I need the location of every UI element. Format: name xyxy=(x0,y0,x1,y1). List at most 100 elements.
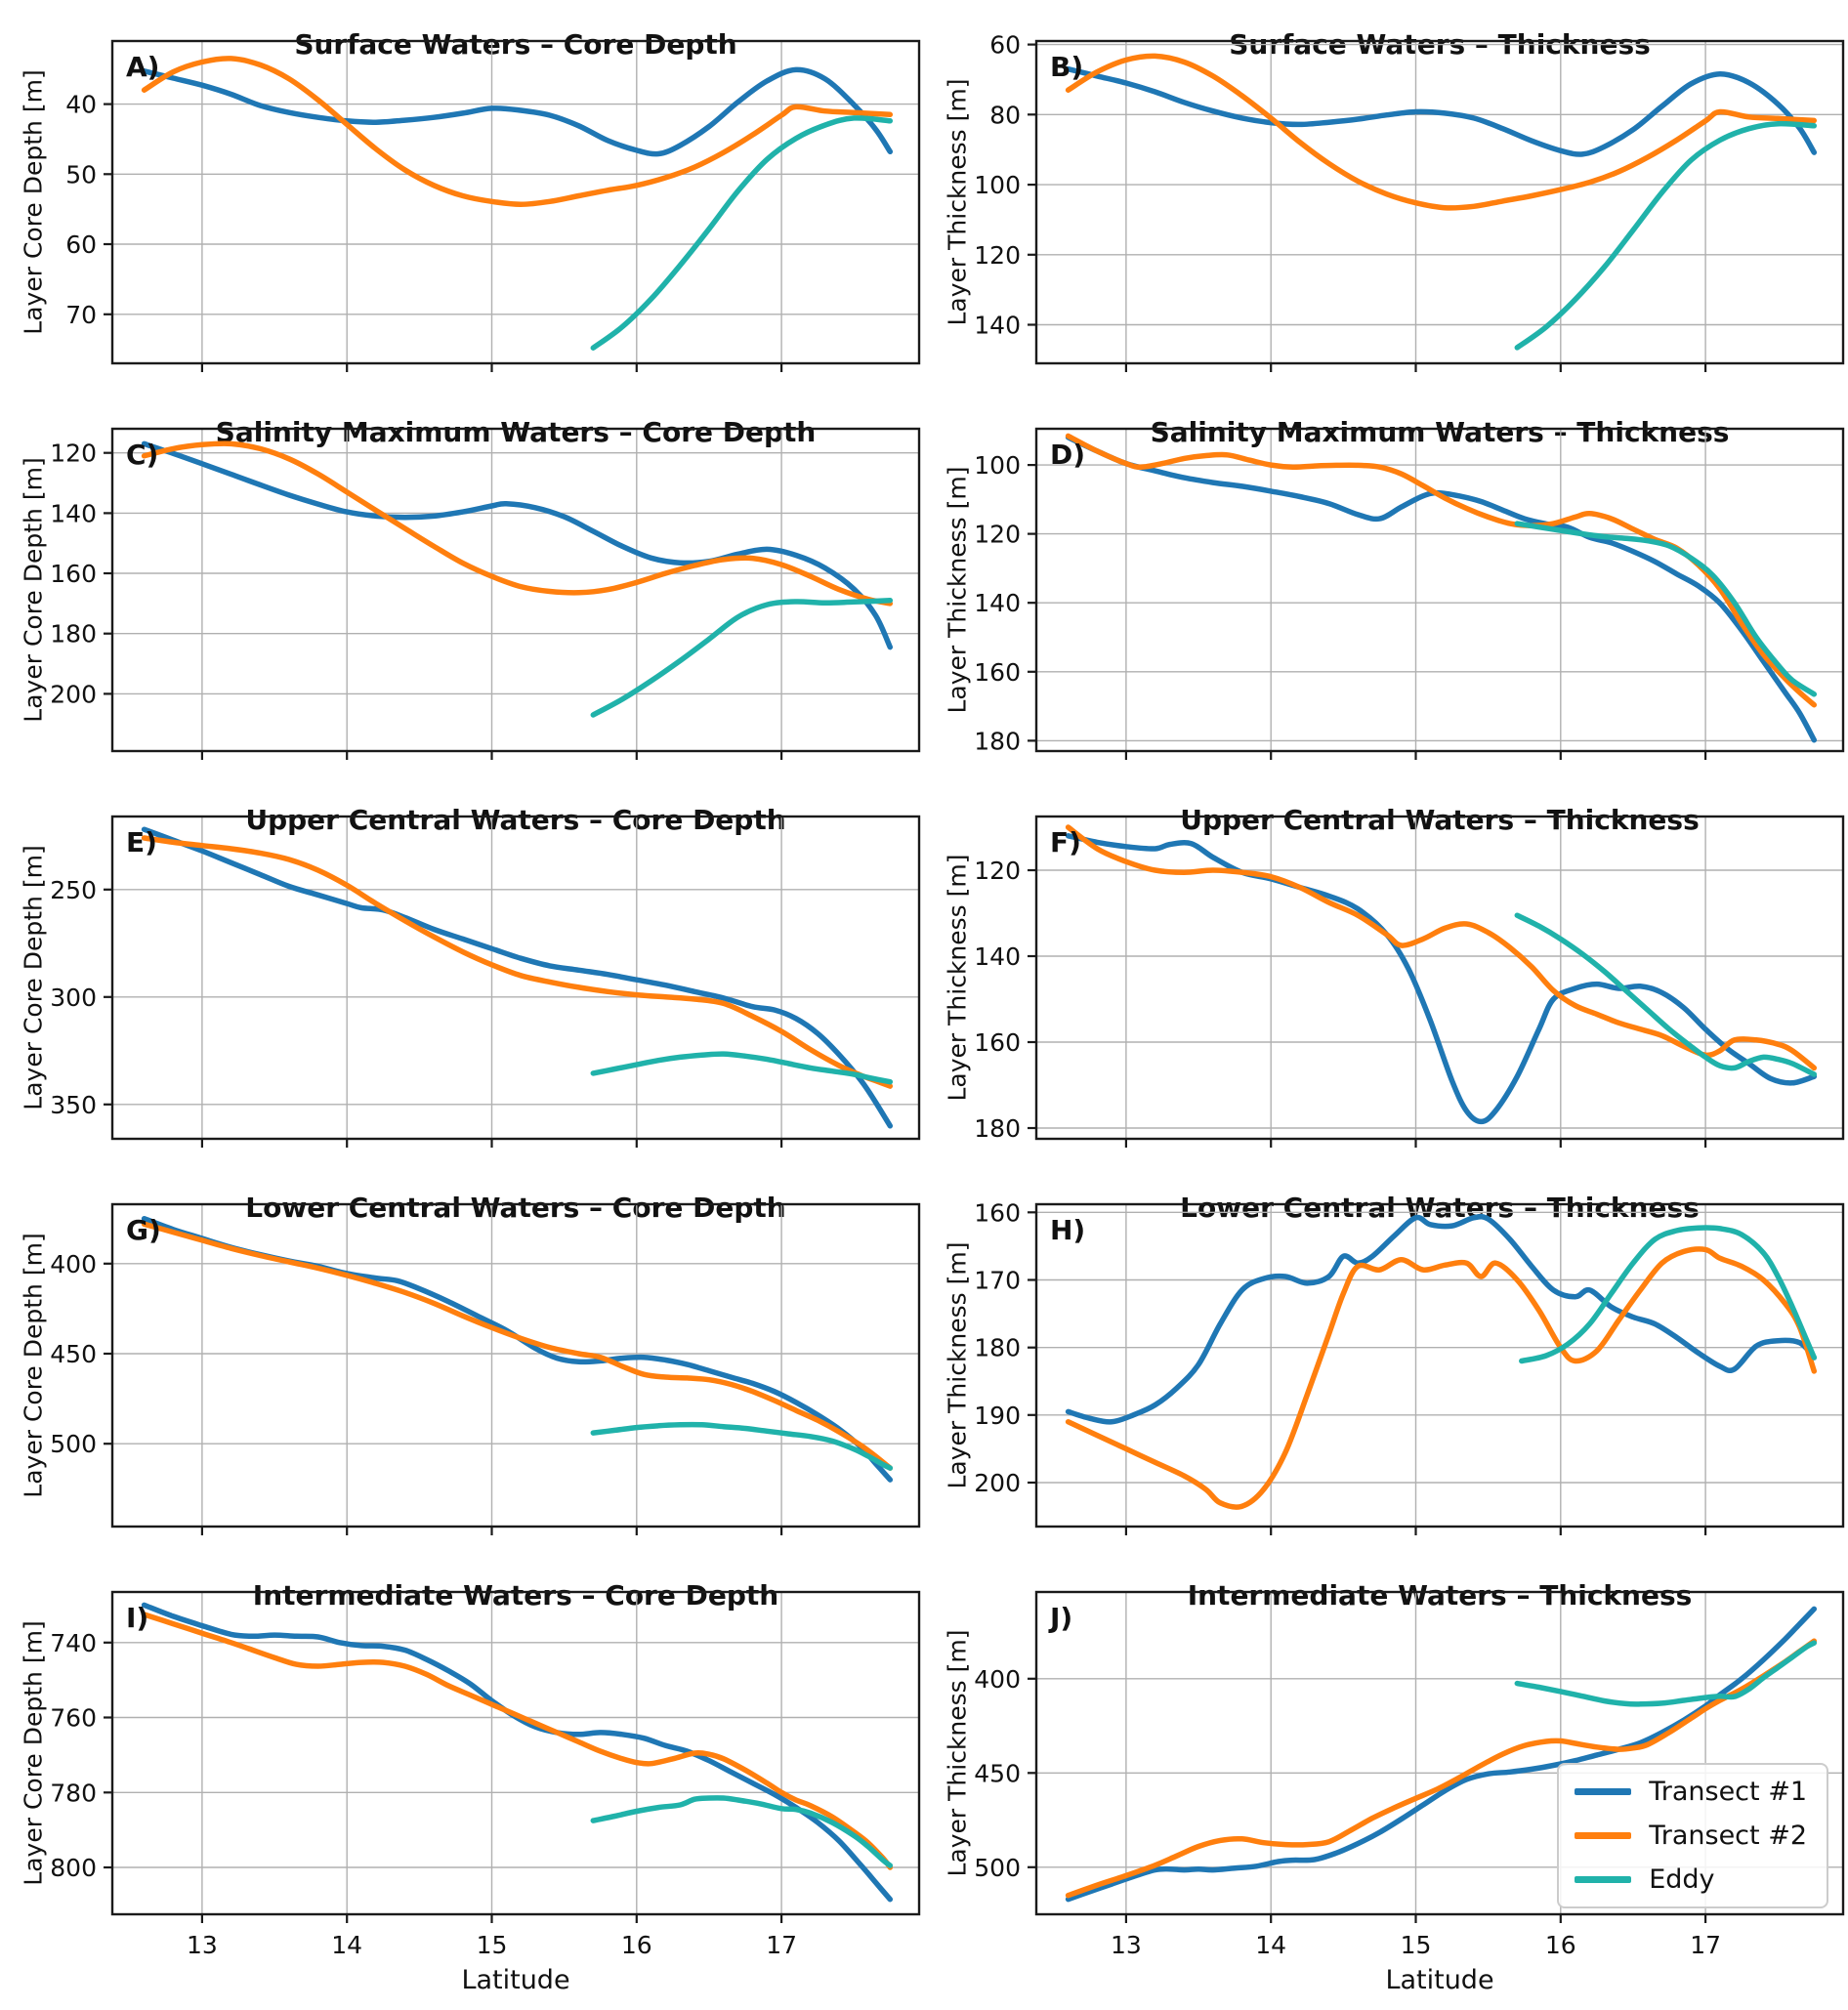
legend-swatch-eddy xyxy=(1575,1876,1632,1883)
series-line-transect1 xyxy=(1065,435,1818,743)
y-tick-label: 450 xyxy=(50,1340,97,1368)
x-axis-label: Latitude xyxy=(461,1965,570,1995)
y-tick-label: 500 xyxy=(974,1854,1021,1882)
y-tick-label: 120 xyxy=(974,857,1021,885)
panel-title: Intermediate Waters – Core Depth xyxy=(252,1579,779,1612)
panel-d-salmax-thickness: Salinity Maximum Waters – Thickness D) L… xyxy=(924,388,1848,775)
panel-f-upper-central-thickness: Upper Central Waters – Thickness F) Laye… xyxy=(924,775,1848,1163)
panel-letter: B) xyxy=(1050,51,1084,83)
series-line-transect1 xyxy=(141,1602,894,1903)
y-tick-label: 50 xyxy=(65,160,97,188)
y-tick-label: 40 xyxy=(65,91,97,119)
y-tick-label: 60 xyxy=(65,230,97,259)
panel-letter: A) xyxy=(126,51,160,83)
y-tick-label: 180 xyxy=(50,620,97,649)
panel-title: Upper Central Waters – Core Depth xyxy=(245,804,786,837)
axes-spines xyxy=(1034,39,1845,365)
y-tick-label: 500 xyxy=(50,1430,97,1458)
series-line-transect1 xyxy=(1065,65,1818,157)
panel-letter: F) xyxy=(1050,826,1081,858)
series-line-eddy xyxy=(590,1795,894,1868)
series-line-transect2 xyxy=(141,56,894,207)
axes-spines xyxy=(1034,815,1845,1141)
axes-spines xyxy=(110,815,921,1141)
plot-area: 250 300 350 xyxy=(50,815,921,1148)
x-tick-label: 14 xyxy=(1255,1931,1286,1959)
y-tick-label: 300 xyxy=(50,984,97,1012)
plot-area: 13 14 15 16 17 740 760 780 800 xyxy=(50,1590,921,1959)
panel-title: Lower Central Waters – Core Depth xyxy=(245,1192,786,1225)
legend-item-transect1: Transect #1 xyxy=(1575,1777,1807,1807)
y-tick-label: 120 xyxy=(974,521,1021,549)
legend-label-transect1: Transect #1 xyxy=(1649,1777,1807,1807)
legend-swatch-transect1 xyxy=(1575,1788,1632,1795)
series-line-transect2 xyxy=(141,835,894,1089)
panel-c-salmax-core-depth: Salinity Maximum Waters – Core Depth C) … xyxy=(0,388,924,775)
y-tick-label: 760 xyxy=(50,1704,97,1733)
legend-swatch-transect2 xyxy=(1575,1832,1632,1839)
y-tick-label: 250 xyxy=(50,876,97,904)
panel-letter: H) xyxy=(1050,1214,1086,1246)
y-tick-label: 180 xyxy=(974,1114,1021,1143)
y-tick-label: 140 xyxy=(974,589,1021,617)
axes-spines xyxy=(1034,427,1845,753)
series-line-eddy xyxy=(1514,912,1818,1077)
y-tick-label: 180 xyxy=(974,1334,1021,1362)
axes-spines xyxy=(110,1202,921,1528)
x-tick-label: 15 xyxy=(477,1931,508,1959)
series-line-transect1 xyxy=(141,1215,894,1483)
y-tick-label: 180 xyxy=(974,727,1021,755)
panel-i-intermediate-core-depth: Intermediate Waters – Core Depth I) Laye… xyxy=(0,1551,924,2010)
panel-g-lower-central-core-depth: Lower Central Waters – Core Depth G) Lay… xyxy=(0,1163,924,1551)
axes-spines xyxy=(1034,1202,1845,1528)
panel-title: Salinity Maximum Waters – Thickness xyxy=(1150,416,1730,449)
panel-letter: C) xyxy=(126,439,159,471)
x-axis-label: Latitude xyxy=(1385,1965,1494,1995)
x-tick-label: 13 xyxy=(1111,1931,1142,1959)
series-line-transect1 xyxy=(141,826,894,1129)
plot-area: 120 140 160 180 xyxy=(974,815,1845,1148)
y-tick-label: 450 xyxy=(974,1759,1021,1787)
panel-e-upper-central-core-depth: Upper Central Waters – Core Depth E) Lay… xyxy=(0,775,924,1163)
plot-area: 400 450 500 xyxy=(50,1202,921,1535)
x-tick-label: 17 xyxy=(766,1931,797,1959)
series-line-eddy xyxy=(590,115,894,351)
y-tick-label: 160 xyxy=(974,1028,1021,1057)
axes-spines xyxy=(110,1590,921,1916)
x-tick-label: 14 xyxy=(331,1931,362,1959)
y-tick-label: 400 xyxy=(50,1250,97,1278)
y-tick-label: 120 xyxy=(974,241,1021,270)
series-line-transect2 xyxy=(141,1612,894,1870)
series-line-transect1 xyxy=(1065,833,1818,1125)
y-tick-label: 740 xyxy=(50,1629,97,1657)
plot-area: 120 140 160 180 200 xyxy=(50,427,921,760)
panel-a-surface-core-depth: Surface Waters – Core Depth A) Layer Cor… xyxy=(0,0,924,388)
series-line-eddy xyxy=(1514,120,1818,351)
panel-title: Surface Waters – Core Depth xyxy=(294,28,737,62)
panel-letter: J) xyxy=(1050,1602,1073,1634)
x-tick-label: 16 xyxy=(621,1931,652,1959)
series-line-eddy xyxy=(590,598,894,718)
series-line-transect2 xyxy=(1065,1246,1818,1510)
x-tick-label: 17 xyxy=(1690,1931,1721,1959)
y-tick-label: 200 xyxy=(974,1469,1021,1497)
y-tick-label: 70 xyxy=(65,301,97,329)
series-line-transect1 xyxy=(141,66,894,157)
axes-spines xyxy=(1034,1590,1845,1916)
panel-j-intermediate-thickness: Intermediate Waters – Thickness J) Layer… xyxy=(924,1551,1848,2010)
panel-letter: D) xyxy=(1050,439,1086,471)
y-tick-label: 800 xyxy=(50,1854,97,1882)
x-tick-label: 16 xyxy=(1545,1931,1576,1959)
panel-title: Lower Central Waters – Thickness xyxy=(1180,1192,1700,1225)
y-tick-label: 140 xyxy=(974,312,1021,340)
legend-label-transect2: Transect #2 xyxy=(1649,1821,1807,1851)
x-tick-label: 13 xyxy=(187,1931,218,1959)
y-tick-label: 100 xyxy=(974,171,1021,199)
series-line-transect2 xyxy=(1065,53,1818,211)
series-line-transect2 xyxy=(1065,824,1818,1071)
panel-title: Salinity Maximum Waters – Core Depth xyxy=(215,416,817,449)
y-tick-label: 160 xyxy=(50,560,97,588)
y-tick-label: 160 xyxy=(974,1198,1021,1227)
series-line-eddy xyxy=(1514,521,1818,697)
